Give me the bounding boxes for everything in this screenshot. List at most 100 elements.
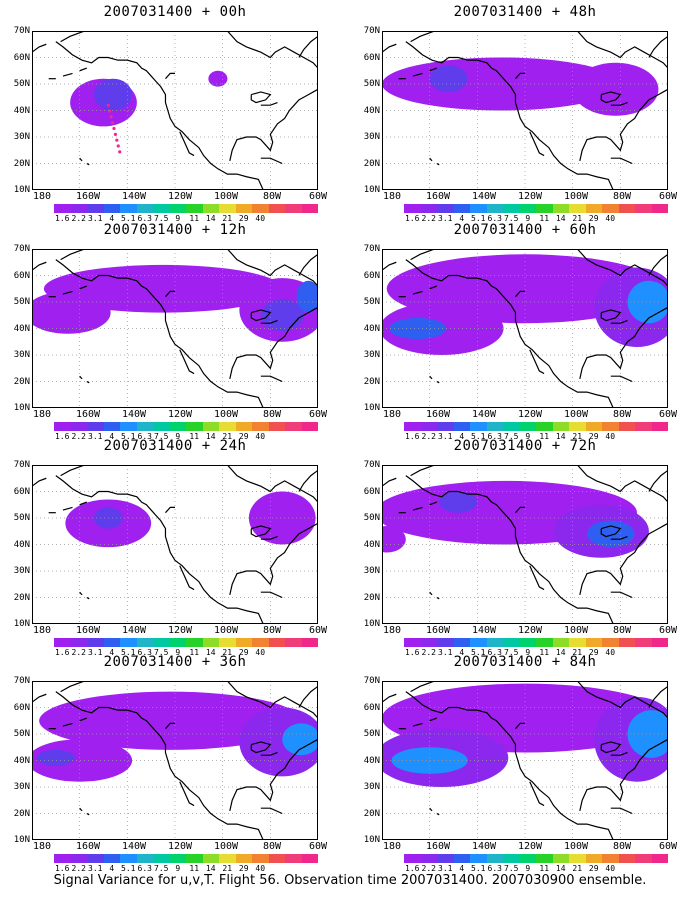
coastline	[648, 35, 668, 58]
colorbar-swatch	[54, 204, 71, 213]
colorbar-label: 40	[255, 648, 266, 657]
colorbar-swatch	[569, 854, 586, 863]
panel-title: 2007031400 + 00h	[103, 4, 247, 20]
colorbar-label: 3.1	[438, 648, 453, 657]
colorbar-label: 2.2	[71, 648, 86, 657]
panel-title: 2007031400 + 48h	[453, 4, 597, 20]
coastline	[62, 506, 73, 511]
coastline	[429, 157, 433, 162]
colorbar-label: 5.1	[471, 214, 486, 223]
colorbar-swatch	[486, 204, 503, 213]
colorbar-swatch	[268, 854, 285, 863]
colorbar-swatch	[552, 638, 569, 647]
colorbar-label: 7.5	[504, 214, 519, 223]
colorbar	[404, 422, 668, 431]
colorbar-swatch	[470, 422, 487, 431]
colorbar-swatch	[87, 854, 104, 863]
colorbar	[54, 854, 318, 863]
colorbar-swatch	[186, 854, 203, 863]
colorbar-swatch	[569, 204, 586, 213]
coastline	[260, 591, 283, 599]
map-panel: 2007031400 + 72h 70N 60N 50N 40N 30N 20N 10N 180…	[350, 438, 700, 657]
colorbar-label: 6.3	[137, 432, 152, 441]
coastline	[600, 525, 622, 538]
colorbar-label: 7.5	[504, 864, 519, 873]
colorbar-swatch	[153, 422, 170, 431]
observation-point	[106, 103, 110, 107]
colorbar-swatch	[285, 854, 302, 863]
colorbar-swatch	[235, 854, 252, 863]
colorbar-label: 5.1	[121, 432, 136, 441]
longitude-label: 140W	[471, 191, 497, 202]
variance-region	[39, 691, 302, 750]
longitude-label: 120W	[167, 841, 193, 852]
coastline	[32, 43, 47, 53]
coastline	[610, 157, 633, 165]
coastline	[405, 259, 614, 408]
map-frame	[32, 465, 318, 624]
colorbar-swatch	[651, 204, 668, 213]
longitude-label: 140W	[121, 191, 147, 202]
colorbar-swatch	[404, 204, 421, 213]
colorbar-swatch	[503, 422, 520, 431]
coastline	[229, 306, 318, 379]
colorbar-swatch	[437, 204, 454, 213]
colorbar-label: 7.5	[504, 432, 519, 441]
colorbar-label: 40	[255, 864, 266, 873]
variance-region	[282, 723, 318, 756]
coastline	[79, 157, 83, 162]
colorbar-swatch	[602, 638, 619, 647]
coastline	[250, 91, 272, 104]
longitude-label: 120W	[517, 625, 543, 636]
colorbar-swatch	[486, 422, 503, 431]
colorbar-swatch	[268, 638, 285, 647]
coastline	[165, 722, 175, 730]
colorbar-label: 40	[605, 648, 616, 657]
colorbar-label: 11	[189, 214, 200, 223]
colorbar-swatch	[651, 854, 668, 863]
longitude-label: 180	[382, 625, 402, 636]
coastline	[610, 751, 628, 756]
colorbar-label: 6.3	[487, 432, 502, 441]
coastline	[298, 685, 318, 708]
colorbar-label: 29	[588, 648, 599, 657]
coastline	[86, 812, 90, 816]
map-svg	[382, 681, 668, 840]
colorbar-label: 14	[205, 648, 216, 657]
variance-region	[36, 749, 75, 766]
colorbar-swatch	[136, 638, 153, 647]
latitude-label: 10N	[13, 619, 30, 629]
latitude-label: 10N	[13, 835, 30, 845]
colorbar-swatch	[54, 638, 71, 647]
coastline	[229, 738, 318, 811]
latitude-label: 20N	[363, 376, 380, 387]
latitude-label: 50N	[363, 79, 380, 89]
coastline	[410, 681, 454, 693]
coastline	[226, 465, 318, 503]
colorbar-swatch	[552, 204, 569, 213]
map-border	[382, 681, 668, 840]
colorbar-swatch	[120, 638, 137, 647]
latitude-label: 20N	[13, 808, 30, 819]
colorbar-swatch	[103, 204, 120, 213]
colorbar-swatch	[285, 422, 302, 431]
latitude-label: 70N	[363, 460, 380, 470]
colorbar-swatch	[519, 638, 536, 647]
coastline	[412, 506, 423, 511]
coastline	[410, 31, 454, 43]
variance-region	[391, 747, 468, 774]
longitude-label: 160W	[75, 409, 101, 420]
coastline	[55, 259, 264, 408]
coastline	[529, 131, 545, 157]
colorbar-label: 9	[525, 648, 531, 657]
latitude-label: 40N	[363, 755, 380, 766]
coastline	[412, 290, 423, 295]
colorbar-swatch	[585, 204, 602, 213]
colorbar-swatch	[252, 638, 269, 647]
coastline	[436, 380, 440, 384]
map-panel: 2007031400 + 24h 70N 60N 50N 40N 30N 20N 10N 180…	[0, 438, 350, 657]
coastline	[515, 72, 525, 80]
colorbar-label: 4	[459, 214, 465, 223]
map-border	[32, 31, 318, 190]
map-border	[382, 31, 668, 190]
